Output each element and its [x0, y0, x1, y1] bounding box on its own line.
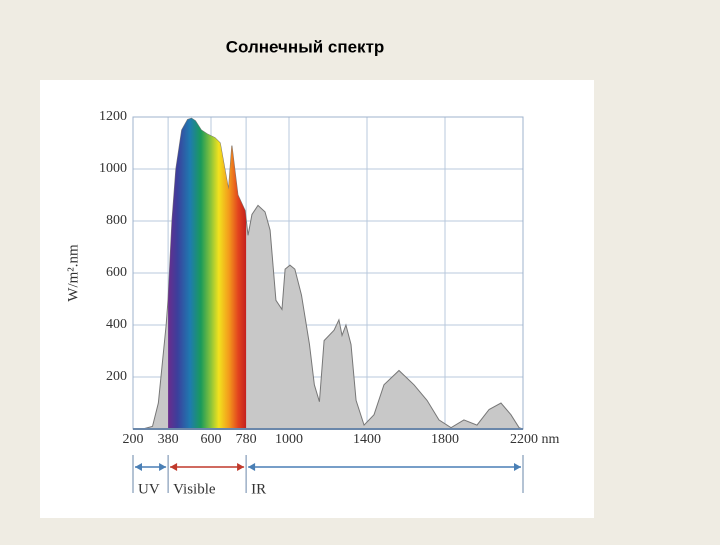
x-tick-label: 1800 — [431, 432, 459, 447]
x-tick-label: 380 — [158, 432, 179, 447]
arrow-head — [237, 463, 245, 471]
y-tick-label: 400 — [106, 317, 127, 332]
y-tick-label: 600 — [106, 265, 127, 280]
x-tick-label: 1400 — [353, 432, 381, 447]
band-label: IR — [251, 481, 266, 497]
x-tick-label: 2200 nm — [510, 432, 560, 447]
x-tick-label: 600 — [201, 432, 222, 447]
band-label: UV — [138, 481, 160, 497]
y-tick-label: 1000 — [99, 161, 127, 176]
x-tick-label: 780 — [236, 432, 257, 447]
panel — [40, 80, 594, 518]
band-label: Visible — [173, 481, 216, 497]
y-tick-label: 1200 — [99, 109, 127, 124]
arrow-head — [135, 463, 142, 471]
y-tick-label: 800 — [106, 213, 127, 228]
y-axis-label: W/m².nm — [65, 244, 81, 302]
visible-spectrum-fill — [168, 118, 247, 429]
arrow-head — [514, 463, 521, 471]
arrow-head — [248, 463, 256, 471]
chart-title: Солнечный спектр — [226, 37, 385, 56]
arrow-head — [159, 463, 167, 471]
x-tick-label: 200 — [123, 432, 144, 447]
x-tick-label: 1000 — [275, 432, 303, 447]
arrow-head — [170, 463, 178, 471]
y-tick-label: 200 — [106, 369, 127, 384]
